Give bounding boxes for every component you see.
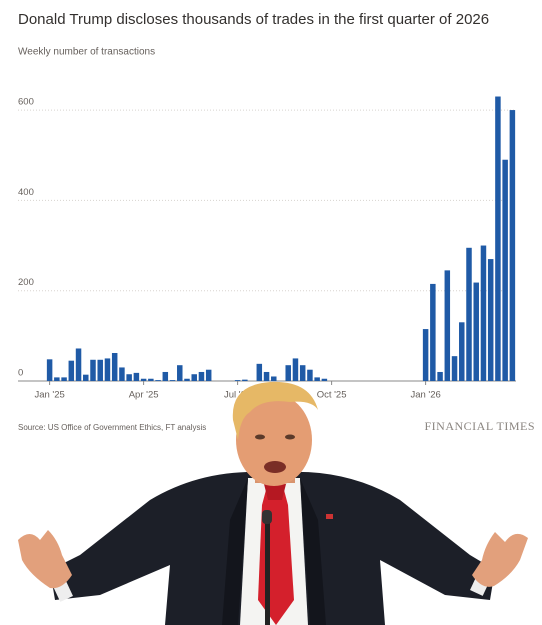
chart-title: Donald Trump discloses thousands of trad…	[18, 11, 489, 28]
bar	[97, 359, 103, 381]
bar	[242, 379, 248, 381]
bar	[61, 377, 67, 381]
bar	[119, 367, 125, 381]
y-tick-label: 400	[18, 187, 34, 198]
bar	[162, 371, 169, 381]
left-hand	[18, 530, 72, 589]
bar	[155, 380, 161, 381]
bar	[133, 372, 140, 381]
bar	[430, 283, 436, 381]
bar	[234, 380, 241, 381]
bar	[437, 371, 443, 381]
bar	[177, 365, 183, 381]
bar	[205, 369, 212, 381]
x-tick-label: Apr '25	[129, 390, 159, 401]
bar	[307, 369, 313, 381]
bar	[487, 259, 494, 381]
bar	[459, 322, 465, 381]
tie-knot	[264, 484, 286, 500]
bar	[191, 374, 197, 381]
face	[236, 394, 312, 486]
bar	[75, 348, 82, 381]
bar	[502, 159, 508, 381]
lapels	[222, 478, 326, 625]
bar	[126, 374, 132, 381]
bar	[451, 356, 458, 381]
bar	[184, 378, 190, 381]
bar	[90, 359, 96, 381]
bar	[46, 359, 53, 381]
bar	[466, 247, 472, 381]
bar	[271, 376, 277, 381]
bar	[299, 365, 306, 381]
bar	[495, 96, 501, 381]
bar	[256, 363, 263, 381]
x-tick-label: Jan '25	[34, 390, 64, 401]
chart-subtitle: Weekly number of transactions	[18, 47, 155, 58]
bar	[314, 377, 320, 381]
eye	[285, 434, 295, 440]
branding: FINANCIAL TIMES	[424, 419, 535, 433]
flag-pin	[326, 514, 333, 519]
bar	[140, 378, 147, 381]
eye	[255, 434, 265, 440]
bar	[473, 282, 479, 381]
y-tick-label: 200	[18, 277, 34, 288]
y-tick-label: 600	[18, 97, 34, 108]
source-note: Source: US Office of Government Ethics, …	[18, 423, 206, 432]
bar	[54, 377, 60, 381]
bar	[321, 378, 328, 381]
bar	[285, 365, 291, 381]
bar	[169, 380, 176, 381]
mouth	[264, 461, 286, 473]
bar	[83, 374, 89, 381]
x-tick-label: Jan '26	[410, 390, 440, 401]
hair	[232, 381, 318, 440]
right-hand	[472, 532, 528, 587]
bar	[480, 245, 487, 381]
bar	[444, 270, 451, 381]
bar	[292, 358, 299, 381]
y-tick-label: 0	[18, 368, 23, 379]
bar	[509, 110, 516, 381]
x-tick-label: Jul '25	[224, 390, 251, 401]
bar	[198, 371, 205, 381]
microphone	[265, 515, 270, 625]
bar	[111, 353, 118, 381]
x-tick-label: Oct '25	[317, 390, 347, 401]
bar	[68, 360, 75, 381]
bar	[422, 329, 429, 381]
bar	[148, 378, 154, 381]
bar	[263, 371, 270, 381]
bar	[104, 358, 111, 381]
microphone-head	[262, 510, 272, 524]
